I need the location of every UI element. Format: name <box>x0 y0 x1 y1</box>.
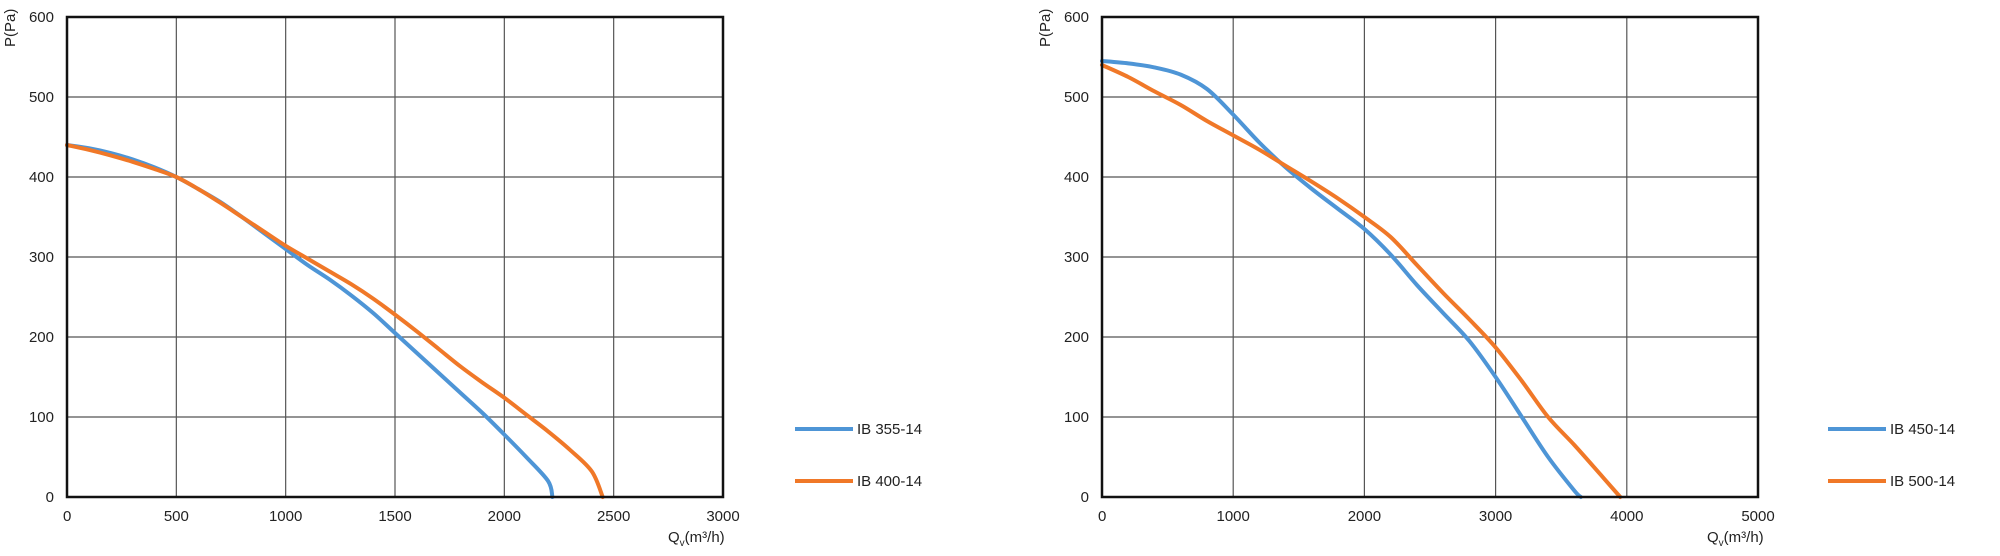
left-x-tick-label: 1500 <box>378 508 411 525</box>
right-x-tick-label: 3000 <box>1479 508 1512 525</box>
right-y-tick-label: 400 <box>1064 169 1089 186</box>
left-x-tick-label: 0 <box>63 508 71 525</box>
right-legend-label-2: IB 500-14 <box>1890 473 1955 490</box>
left-legend: IB 355-14 IB 400-14 <box>795 421 922 490</box>
right-y-tick-label: 300 <box>1064 249 1089 266</box>
right-y-axis-title: P(Pa) <box>1037 9 1054 47</box>
left-x-tick-label: 2000 <box>488 508 521 525</box>
left-x-axis-sub: v <box>680 538 685 549</box>
right-x-tick-label: 5000 <box>1741 508 1774 525</box>
left-x-tick-label: 500 <box>164 508 189 525</box>
left-x-tick-label: 1000 <box>269 508 302 525</box>
left-x-axis-title: Qv(m³/h) <box>668 529 725 549</box>
left-y-tick-label: 0 <box>46 489 54 506</box>
left-y-ticks: 0 100 200 300 400 500 600 <box>29 9 54 506</box>
right-y-ticks: 0 100 200 300 400 500 600 <box>1064 9 1089 506</box>
right-x-axis-unit: (m³/h) <box>1724 529 1764 546</box>
left-chart: 0 500 1000 1500 2000 2500 3000 0 100 200 300 400 50… <box>2 9 922 549</box>
right-series-lines <box>1100 59 1623 499</box>
right-y-tick-label: 100 <box>1064 409 1089 426</box>
left-x-axis-unit: (m³/h) <box>685 529 725 546</box>
right-grid <box>1102 17 1758 497</box>
left-series-lines <box>65 143 605 499</box>
right-x-tick-label: 0 <box>1098 508 1106 525</box>
left-y-tick-label: 400 <box>29 169 54 186</box>
left-x-tick-label: 2500 <box>597 508 630 525</box>
left-y-tick-label: 600 <box>29 9 54 26</box>
left-x-axis-q: Q <box>668 529 680 546</box>
right-x-axis-q: Q <box>1707 529 1719 546</box>
left-legend-label-2: IB 400-14 <box>857 473 922 490</box>
right-y-tick-label: 600 <box>1064 9 1089 26</box>
left-legend-label-1: IB 355-14 <box>857 421 922 438</box>
left-y-tick-label: 100 <box>29 409 54 426</box>
right-y-tick-label: 500 <box>1064 89 1089 106</box>
left-x-tick-label: 3000 <box>706 508 739 525</box>
right-x-ticks: 0 1000 2000 3000 4000 5000 <box>1098 508 1775 525</box>
right-plot-frame <box>1100 15 1760 499</box>
right-series-line-2 <box>1100 63 1623 499</box>
right-legend-label-1: IB 450-14 <box>1890 421 1955 438</box>
right-y-tick-label: 200 <box>1064 329 1089 346</box>
right-x-tick-label: 1000 <box>1217 508 1250 525</box>
left-y-tick-label: 300 <box>29 249 54 266</box>
left-x-ticks: 0 500 1000 1500 2000 2500 3000 <box>63 508 740 525</box>
right-chart: 0 1000 2000 3000 4000 5000 0 100 200 300 400 500 60… <box>1037 9 1955 549</box>
left-grid <box>67 17 723 497</box>
right-x-tick-label: 2000 <box>1348 508 1381 525</box>
right-series-line-1 <box>1100 59 1583 499</box>
right-x-axis-title: Qv(m³/h) <box>1707 529 1764 549</box>
left-series-line-1 <box>65 143 555 499</box>
left-series-line-2 <box>65 143 605 499</box>
left-y-tick-label: 500 <box>29 89 54 106</box>
left-y-tick-label: 200 <box>29 329 54 346</box>
right-legend: IB 450-14 IB 500-14 <box>1828 421 1955 490</box>
right-x-tick-label: 4000 <box>1610 508 1643 525</box>
left-y-axis-title: P(Pa) <box>2 9 19 47</box>
right-y-tick-label: 0 <box>1081 489 1089 506</box>
right-x-axis-sub: v <box>1719 538 1724 549</box>
left-plot-frame <box>65 15 725 499</box>
